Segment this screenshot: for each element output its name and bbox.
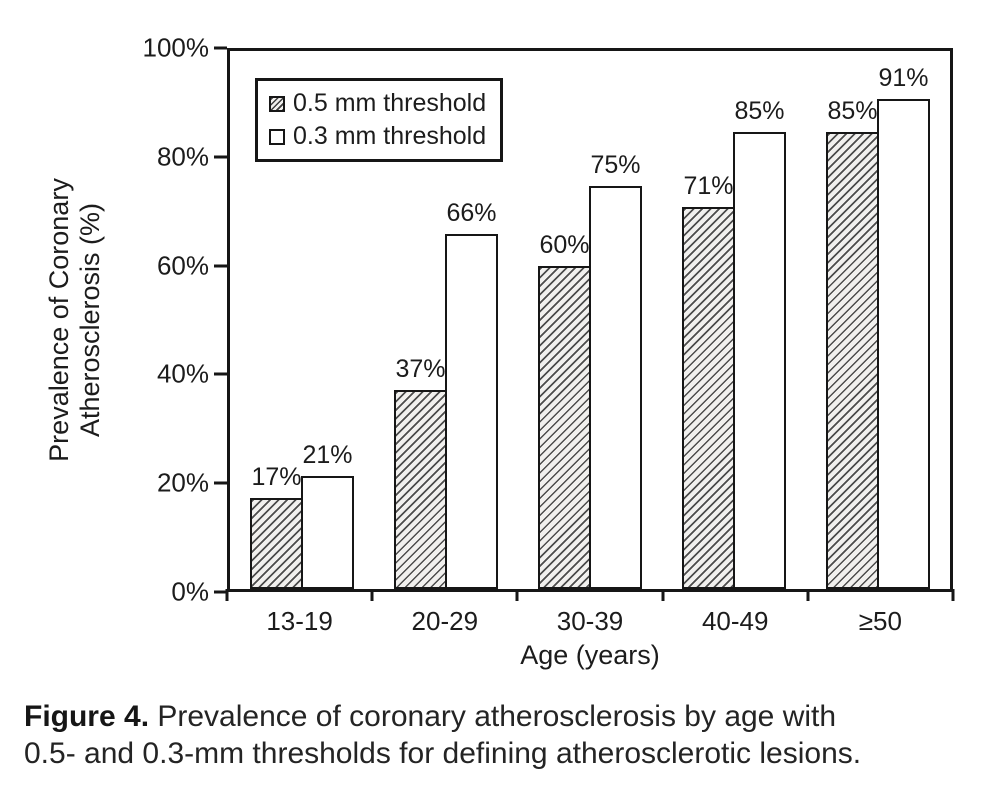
y-tick-mark — [214, 46, 227, 50]
legend-label: 0.5 mm threshold — [293, 89, 487, 117]
bar-groups: 17% 21% 37% 66% 60% 75% 71% 85% 85% 91% — [230, 51, 950, 589]
y-tick-label: 0% — [171, 576, 209, 607]
x-tick-label: ≥50 — [858, 606, 902, 636]
y-tick-label: 60% — [156, 250, 209, 281]
y-tick-mark — [214, 481, 227, 485]
bar-0-3mm: 85% — [733, 97, 786, 589]
y-tick-label: 100% — [142, 32, 210, 63]
bar-value-label: 60% — [539, 231, 590, 260]
bar-value-label: 85% — [734, 96, 785, 125]
y-tick-label: 40% — [156, 358, 209, 389]
x-tick-label: 13-19 — [266, 606, 333, 636]
hatched-swatch-icon — [269, 95, 285, 112]
bar-value-label: 66% — [446, 198, 497, 227]
bar-group: 71% 85% — [662, 51, 806, 589]
x-tick — [951, 589, 955, 601]
legend-item-0-5mm: 0.5 mm threshold — [269, 90, 486, 117]
bar-group: 17% 21% — [230, 51, 374, 589]
figure-caption-line-1: Prevalence of coronary atherosclerosis b… — [157, 700, 837, 733]
x-tick — [515, 589, 519, 601]
bar-value-label: 75% — [590, 150, 641, 179]
bar-0-5mm: 85% — [826, 97, 879, 589]
y-tick-label: 20% — [156, 467, 209, 498]
x-tick — [225, 589, 229, 601]
bar-value-label: 21% — [302, 441, 353, 470]
bar-0-5mm: 17% — [250, 463, 303, 589]
x-tick — [370, 589, 374, 601]
bar-value-label: 37% — [395, 354, 446, 383]
bar-value-label: 71% — [683, 172, 734, 201]
bar-value-label: 85% — [827, 96, 878, 125]
x-axis-title: Age (years) — [520, 640, 660, 670]
y-tick-mark — [214, 155, 227, 159]
y-tick-mark — [214, 590, 227, 594]
x-axis-labels: 13-19 20-29 30-39 40-49 ≥50 — [227, 606, 953, 636]
bar-group: 37% 66% — [374, 51, 518, 589]
legend: 0.5 mm threshold 0.3 mm threshold — [255, 78, 504, 162]
y-tick-label: 80% — [156, 141, 209, 172]
figure-caption-line-2: 0.5- and 0.3-mm thresholds for defining … — [24, 737, 862, 770]
y-tick-mark — [214, 264, 227, 268]
bar-0-3mm: 75% — [589, 151, 642, 589]
bar-group: 85% 91% — [806, 51, 950, 589]
x-tick-label: 40-49 — [701, 606, 769, 636]
plot-area: 17% 21% 37% 66% 60% 75% 71% 85% 85% 91% 0.5 mm th… — [227, 48, 953, 592]
legend-label: 0.3 mm threshold — [293, 122, 487, 150]
figure-caption-label: Figure 4. — [24, 700, 150, 733]
bar-group: 60% 75% — [518, 51, 662, 589]
bar-0-5mm: 60% — [538, 231, 591, 589]
y-tick-mark — [214, 372, 227, 376]
open-swatch-icon — [269, 128, 285, 145]
bar-0-5mm: 37% — [394, 355, 447, 589]
bar-0-3mm: 91% — [877, 64, 930, 589]
legend-item-0-3mm: 0.3 mm threshold — [269, 123, 486, 150]
x-tick — [806, 589, 810, 601]
bar-0-3mm: 66% — [445, 199, 498, 589]
bar-value-label: 17% — [251, 462, 302, 491]
x-tick — [661, 589, 665, 601]
x-tick-label: 20-29 — [411, 606, 479, 636]
y-axis: 0% 20% 40% 60% 80% 100% — [0, 33, 227, 607]
bar-0-3mm: 21% — [301, 441, 354, 589]
bar-0-5mm: 71% — [682, 172, 735, 589]
x-axis-ticks — [225, 589, 955, 601]
x-tick-label: 30-39 — [556, 606, 624, 636]
figure-caption: Figure 4. Prevalence of coronary atheros… — [24, 698, 1002, 772]
bar-value-label: 91% — [878, 64, 929, 93]
